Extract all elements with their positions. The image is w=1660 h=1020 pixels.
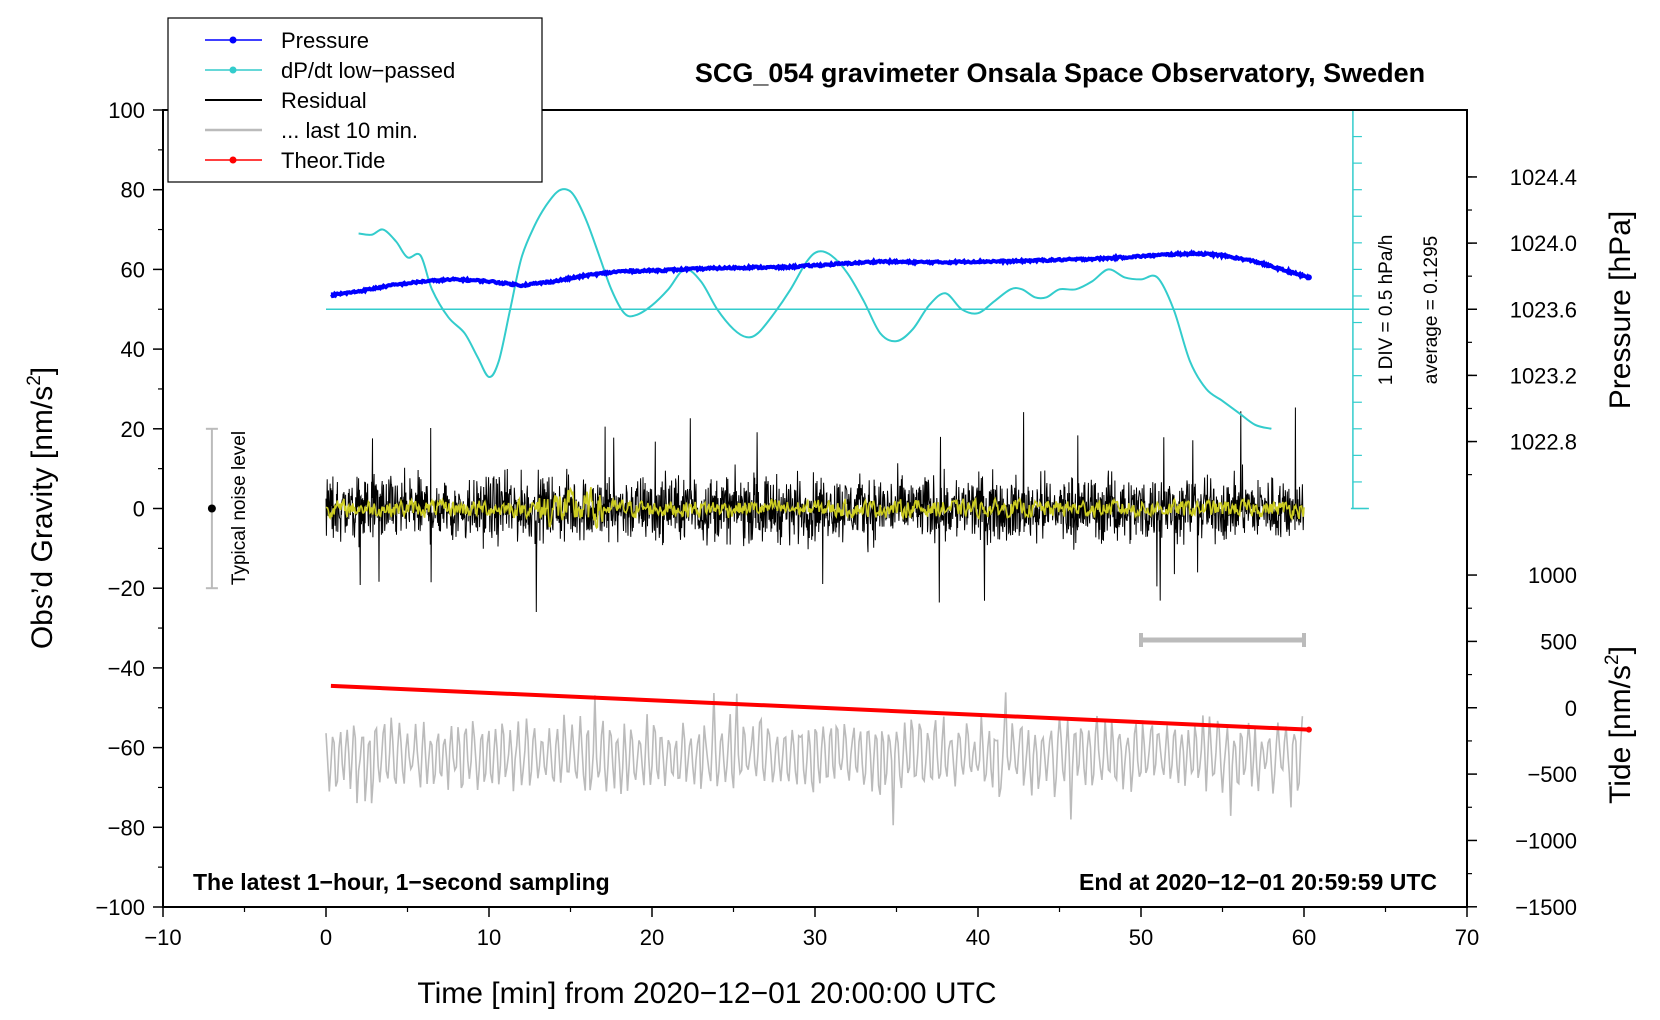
legend-marker-dpdt [229, 66, 237, 74]
pressure-tick-label: 1024.4 [1510, 165, 1577, 190]
y-tick-label: 60 [121, 257, 145, 282]
x-tick-label: 60 [1292, 925, 1316, 950]
tide-tick-label: 0 [1565, 696, 1577, 721]
last-10-min-line [325, 692, 1304, 826]
dpdt-line [358, 188, 1272, 430]
y-tick-label: 80 [121, 178, 145, 203]
dpdt-average-label: average = 0.1295 [1421, 236, 1442, 384]
tide-tick-label: −500 [1527, 762, 1577, 787]
y-axis-left-title-superscript: 2 [24, 375, 45, 386]
y-tick-label: 40 [121, 337, 145, 362]
legend-marker-tide [229, 156, 237, 164]
x-tick-label: 70 [1455, 925, 1479, 950]
legend: Pressure dP/dt low−passed Residual ... l… [167, 17, 543, 183]
tide-axis-title-end: ] [1604, 646, 1637, 654]
legend-label-tide: Theor.Tide [281, 148, 385, 173]
x-tick-label: 20 [640, 925, 664, 950]
tide-axis-title: Tide [nm/s2] [1602, 646, 1637, 804]
x-tick-label: 30 [803, 925, 827, 950]
legend-label-dpdt: dP/dt low−passed [281, 58, 455, 83]
y-tick-label: −80 [108, 815, 145, 840]
tide-line [330, 683, 1309, 732]
x-tick-label: 50 [1129, 925, 1153, 950]
y-tick-label: 0 [133, 497, 145, 522]
x-tick-label: 40 [966, 925, 990, 950]
y-axis-left-title: Obs’d Gravity [nm/s2] [24, 367, 59, 649]
pressure-axis-title: Pressure [hPa] [1604, 211, 1637, 409]
legend-entry-residual: Residual [205, 88, 367, 113]
pressure-tick-label: 1023.2 [1510, 363, 1577, 388]
legend-entry-tide: Theor.Tide [205, 148, 385, 173]
pressure-line [330, 249, 1310, 299]
legend-entry-last10: ... last 10 min. [205, 118, 418, 143]
dpdt-scale-label: 1 DIV = 0.5 hPa/h [1376, 235, 1397, 386]
legend-label-last10: ... last 10 min. [281, 118, 418, 143]
y-tick-label: 100 [108, 98, 145, 123]
x-tick-label: −10 [144, 925, 181, 950]
pressure-tick-label: 1023.6 [1510, 297, 1577, 322]
legend-label-residual: Residual [281, 88, 367, 113]
y-tick-label: −40 [108, 656, 145, 681]
pressure-tick-label: 1022.8 [1510, 430, 1577, 455]
pressure-tick-label: 1024.0 [1510, 231, 1577, 256]
y-tick-label: 20 [121, 417, 145, 442]
noise-level-label: Typical noise level [229, 431, 250, 585]
legend-entry-dpdt: dP/dt low−passed [205, 58, 455, 83]
residual-smoothed-line [325, 486, 1305, 530]
pressure-endpoint [1305, 274, 1312, 281]
tide-tick-label: −1500 [1515, 895, 1577, 920]
x-tick-label: 10 [477, 925, 501, 950]
tide-tick-label: 1000 [1528, 563, 1577, 588]
y-tick-label: −100 [95, 895, 145, 920]
y-tick-label: −60 [108, 736, 145, 761]
y-tick-label: −20 [108, 576, 145, 601]
annotation-left: The latest 1−hour, 1−second sampling [193, 869, 610, 895]
residual-line [325, 407, 1305, 613]
annotation-right: End at 2020−12−01 20:59:59 UTC [1079, 869, 1437, 895]
x-axis-title: Time [min] from 2020−12−01 20:00:00 UTC [417, 977, 996, 1010]
legend-marker-pressure [229, 36, 237, 44]
chart-title: SCG_054 gravimeter Onsala Space Observat… [695, 58, 1425, 88]
tide-tick-label: −1000 [1515, 828, 1577, 853]
legend-label-pressure: Pressure [281, 28, 369, 53]
legend-entry-pressure: Pressure [205, 28, 369, 53]
tide-endpoint [1305, 726, 1312, 733]
tide-axis-title-superscript: 2 [1602, 654, 1623, 665]
x-tick-label: 0 [320, 925, 332, 950]
tide-tick-label: 500 [1540, 629, 1577, 654]
noise-level-dot [207, 504, 216, 513]
y-axis-left-title-end: ] [26, 367, 59, 375]
